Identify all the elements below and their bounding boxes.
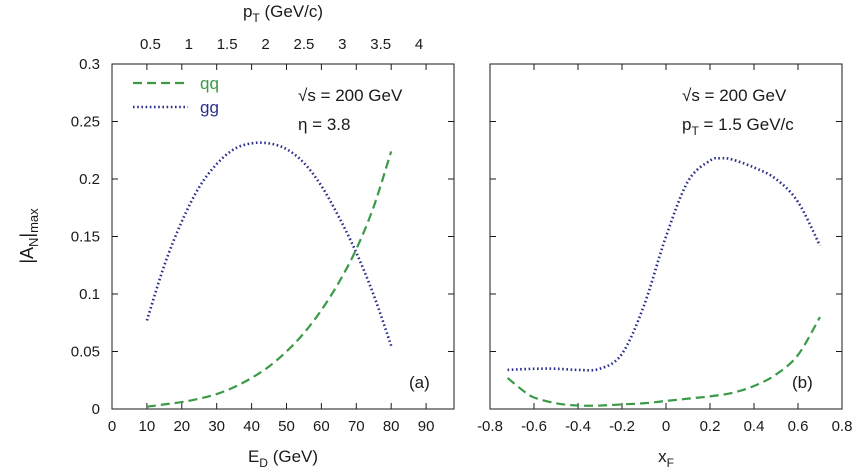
panel-b-sqrt-s: √s = 200 GeV: [682, 86, 787, 105]
legend-gg-label: gg: [200, 98, 219, 117]
panel-a-y-axis-label: |AN|max: [17, 208, 41, 264]
panel-a-x-tick-label: 90: [418, 418, 435, 435]
panel-a: 0 10 20 30 40 50 60 70 80 90 00.050.10.150.20.250…: [17, 2, 455, 470]
panel-a-top-tick-label: 1.5: [217, 36, 238, 53]
panel-b-y-ticks: [490, 63, 842, 410]
panel-a-sqrt-s: √s = 200 GeV: [298, 86, 403, 105]
panel-a-x-tick-label: 10: [139, 418, 156, 435]
panel-a-x-tick-label: 80: [383, 418, 400, 435]
panel-b-x-tick-label: -0.4: [565, 418, 591, 435]
panel-b-series-qq: [506, 316, 821, 407]
panel-b: -0.8 -0.6 -0.4 -0.2 0 0.2 0.4 0.6 0.8 xF √s = 20…: [477, 63, 852, 470]
panel-b-x-tick-label: 0.4: [744, 418, 765, 435]
panel-b-x-tick-label: 0.2: [700, 418, 721, 435]
legend-qq-label: qq: [200, 74, 219, 93]
panel-a-y-ticks: 0 0.05 0.1 0.15 0.2 0.25 0.3: [71, 56, 454, 418]
panel-a-top-tick-label: 2.5: [294, 36, 315, 53]
panel-a-x-tick-label: 60: [313, 418, 330, 435]
panel-a-y-tick-label: 0.05: [71, 344, 100, 361]
legend: qq gg: [133, 74, 219, 117]
panel-a-x-axis-label: ED (GeV): [248, 447, 318, 470]
panel-a-y-tick-label: 0.15: [71, 229, 100, 246]
panel-b-label: (b): [792, 373, 813, 392]
panel-a-series-qq: [146, 151, 393, 408]
panel-a-top-tick-label: 1: [185, 36, 193, 53]
panel-a-y-tick-label: 0.3: [79, 56, 100, 73]
panel-b-series: [506, 156, 822, 407]
panel-b-x-ticks: -0.8 -0.6 -0.4 -0.2 0 0.2 0.4 0.6 0.8: [477, 64, 852, 435]
panel-a-y-tick-label: 0.25: [71, 114, 100, 131]
panel-a-top-tick-label: 4: [415, 36, 423, 53]
panel-a-y-tick-label: 0: [92, 401, 100, 418]
panel-a-x-tick-label: 0: [108, 418, 116, 435]
panel-a-x-tick-label: 40: [243, 418, 260, 435]
panel-a-y-tick-label: 0.2: [79, 171, 100, 188]
panel-b-pt: pT = 1.5 GeV/c: [682, 115, 794, 138]
panel-a-top-axis-label: pT (GeV/c): [243, 2, 323, 25]
panel-b-x-tick-label: -0.6: [521, 418, 547, 435]
panel-a-x-tick-label: 50: [278, 418, 295, 435]
panel-b-x-axis-label: xF: [658, 447, 674, 470]
panel-a-x-tick-label: 70: [348, 418, 365, 435]
panel-a-x-tick-label: 20: [173, 418, 190, 435]
panel-a-y-tick-label: 0.1: [79, 286, 100, 303]
panel-b-x-tick-label: 0.8: [832, 418, 853, 435]
panel-a-top-tick-label: 3: [338, 36, 346, 53]
panel-a-x-ticks: 0 10 20 30 40 50 60 70 80 90: [108, 64, 435, 435]
panel-a-top-tick-label: 0.5: [140, 36, 161, 53]
panel-b-x-tick-label: -0.2: [609, 418, 635, 435]
panel-a-series-gg: [145, 141, 393, 347]
panel-b-x-tick-label: 0.6: [788, 418, 809, 435]
panel-a-eta: η = 3.8: [298, 115, 350, 134]
panel-b-x-tick-label: -0.8: [477, 418, 503, 435]
panel-a-top-tick-label: 2: [261, 36, 269, 53]
panel-a-series: [145, 141, 393, 408]
panel-a-x-tick-label: 30: [208, 418, 225, 435]
panel-b-series-gg: [507, 156, 822, 372]
panel-a-top-tick-label: 3.5: [370, 36, 391, 53]
panel-b-x-tick-label: 0: [662, 418, 670, 435]
panel-a-label: (a): [409, 373, 430, 392]
panel-a-top-ticks: 0.5 1 1.5 2 2.5 3 3.5 4: [140, 36, 423, 53]
panel-a-frame: [111, 63, 455, 410]
